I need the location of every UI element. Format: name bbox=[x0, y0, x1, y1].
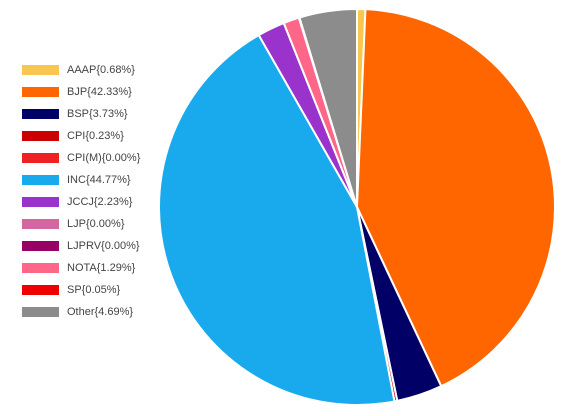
legend-swatch bbox=[22, 241, 59, 251]
legend-item[interactable]: BJP{42.33%} bbox=[22, 81, 140, 103]
legend-swatch bbox=[22, 87, 59, 97]
legend-label: NOTA{1.29%} bbox=[67, 262, 136, 274]
legend: AAAP{0.68%} BJP{42.33%} BSP{3.73%} CPI{0.23… bbox=[22, 59, 140, 323]
legend-swatch bbox=[22, 285, 59, 295]
legend-label: Other{4.69%} bbox=[67, 306, 134, 318]
legend-swatch bbox=[22, 263, 59, 273]
legend-label: BSP{3.73%} bbox=[67, 108, 128, 120]
legend-label: CPI(M){0.00%} bbox=[67, 152, 141, 164]
legend-item[interactable]: Other{4.69%} bbox=[22, 301, 140, 323]
legend-swatch bbox=[22, 65, 59, 75]
legend-swatch bbox=[22, 197, 59, 207]
legend-item[interactable]: JCCJ{2.23%} bbox=[22, 191, 140, 213]
legend-swatch bbox=[22, 219, 59, 229]
legend-item[interactable]: AAAP{0.68%} bbox=[22, 59, 140, 81]
legend-swatch bbox=[22, 109, 59, 119]
legend-swatch bbox=[22, 153, 59, 163]
legend-label: LJP{0.00%} bbox=[67, 218, 125, 230]
legend-label: BJP{42.33%} bbox=[67, 86, 132, 98]
legend-swatch bbox=[22, 307, 59, 317]
legend-swatch bbox=[22, 175, 59, 185]
legend-label: LJPRV{0.00%} bbox=[67, 240, 140, 252]
legend-item[interactable]: INC{44.77%} bbox=[22, 169, 140, 191]
legend-item[interactable]: CPI(M){0.00%} bbox=[22, 147, 140, 169]
legend-item[interactable]: CPI{0.23%} bbox=[22, 125, 140, 147]
pie-slice-inc[interactable] bbox=[157, 34, 396, 406]
legend-label: AAAP{0.68%} bbox=[67, 64, 135, 76]
pie-slice-other[interactable] bbox=[298, 8, 358, 208]
legend-label: SP{0.05%} bbox=[67, 284, 121, 296]
pie-slice-bjp[interactable] bbox=[356, 8, 556, 388]
legend-item[interactable]: SP{0.05%} bbox=[22, 279, 140, 301]
pie-slices bbox=[157, 8, 556, 406]
legend-item[interactable]: NOTA{1.29%} bbox=[22, 257, 140, 279]
legend-item[interactable]: LJP{0.00%} bbox=[22, 213, 140, 235]
legend-item[interactable]: BSP{3.73%} bbox=[22, 103, 140, 125]
legend-label: CPI{0.23%} bbox=[67, 130, 124, 142]
legend-label: INC{44.77%} bbox=[67, 174, 131, 186]
legend-item[interactable]: LJPRV{0.00%} bbox=[22, 235, 140, 257]
legend-label: JCCJ{2.23%} bbox=[67, 196, 133, 208]
legend-swatch bbox=[22, 131, 59, 141]
